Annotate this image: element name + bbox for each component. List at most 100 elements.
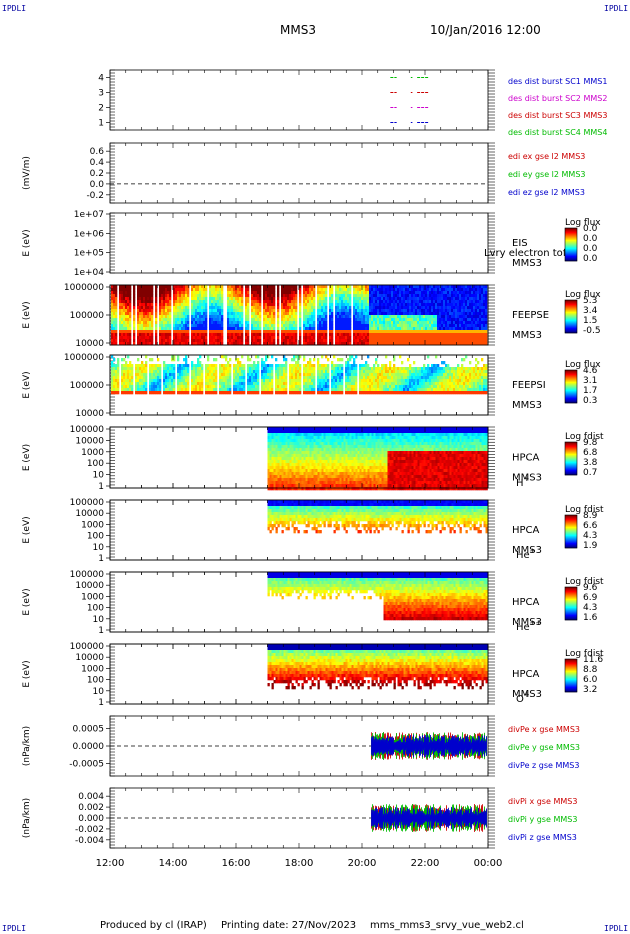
spectrogram-bin (337, 291, 340, 295)
y-tick-label: 0.0 (90, 180, 105, 190)
spectrogram-bin (111, 391, 114, 395)
spectrogram-bin (347, 303, 350, 307)
spectrogram-bin (233, 324, 236, 328)
spectrogram-bin (289, 373, 292, 377)
spectrogram-bin (385, 315, 388, 319)
spectrogram-bin (195, 321, 198, 325)
spectrogram-bin (185, 312, 188, 316)
spectrogram-bin (239, 309, 242, 313)
spectrogram-bin (201, 312, 204, 316)
spectrogram-bin (479, 288, 482, 292)
spectrogram-bin (457, 318, 460, 322)
spectrogram-bin (271, 391, 274, 395)
spectrogram-bin (473, 288, 476, 292)
spectrogram-bin (129, 303, 132, 307)
spectrogram-bin (237, 361, 240, 365)
spectrogram-bin (457, 294, 460, 298)
y-tick-label: 100000 (70, 311, 105, 321)
spectrogram-bin (177, 327, 180, 331)
spectrogram-bin (325, 330, 328, 334)
spectrogram-bin (329, 324, 332, 328)
spectrogram-bin (431, 303, 434, 307)
spectrogram-bin (391, 312, 394, 316)
spectrogram-bin (149, 379, 152, 383)
spectrogram-bin (131, 376, 134, 380)
spectrogram-bin (231, 342, 234, 346)
spectrogram-bin (179, 339, 182, 343)
spectrogram-bin (171, 367, 174, 371)
spectrogram-bin (455, 288, 458, 292)
spectrogram-bin (455, 303, 458, 307)
spectrogram-bin (459, 324, 462, 328)
spectrogram-bin (371, 312, 374, 316)
spectrogram-bin (111, 364, 114, 368)
spectrogram-bin (287, 342, 290, 346)
spectrogram-bin (449, 315, 452, 319)
spectrogram-bin (479, 342, 482, 346)
spectrogram-bin (253, 306, 256, 310)
spectrogram-bin (113, 370, 116, 374)
spectrogram-bin (321, 339, 324, 343)
spectrogram-bin (373, 288, 376, 292)
spectrogram-bin (143, 336, 146, 340)
spectrogram-bin (479, 324, 482, 328)
spectrogram-bin (273, 336, 276, 340)
spectrogram-bin (325, 318, 328, 322)
spectrogram-bin (233, 364, 236, 368)
spectrogram-bin (193, 385, 196, 389)
spectrogram-bin (443, 330, 446, 334)
spectrogram-bin (281, 379, 284, 383)
spectrogram-bin (417, 342, 420, 346)
spectrogram-bin (467, 312, 470, 316)
spectrogram-bin (113, 376, 116, 380)
spectrogram-bin (451, 321, 454, 325)
spectrogram-bin (347, 312, 350, 316)
spectrogram-bin (393, 288, 396, 292)
colorbar-step (565, 238, 577, 240)
spectrogram-bin (159, 385, 162, 389)
spectrogram-bin (289, 333, 292, 337)
spectrogram-bin (129, 333, 132, 337)
spectrogram-bin (123, 318, 126, 322)
spectrogram-bin (141, 294, 144, 298)
spectrogram-bin (311, 330, 314, 334)
spectrogram-bin (453, 318, 456, 322)
spectrogram-bin (213, 291, 216, 295)
spectrogram-bin (295, 339, 298, 343)
spectrogram-bin (423, 330, 426, 334)
spectrogram-bin (179, 300, 182, 304)
spectrogram-bin (115, 367, 118, 371)
spectrogram-bin (375, 324, 378, 328)
spectrogram-bin (345, 321, 348, 325)
spectrogram-bin (211, 339, 214, 343)
spectrogram-bin (273, 339, 276, 343)
spectrogram-bin (411, 321, 414, 325)
spectrogram-bin (391, 339, 394, 343)
spectrogram-bin (227, 391, 230, 395)
spectrogram-bin (303, 355, 306, 359)
spectrogram-bin (187, 336, 190, 340)
spectrogram-bin (119, 333, 122, 337)
spectrogram-bin (181, 339, 184, 343)
spectrogram-bin (211, 324, 214, 328)
spectrogram-bin (373, 321, 376, 325)
spectrogram-bin (421, 327, 424, 331)
spectrogram-bin (237, 309, 240, 313)
spectrogram-bin (231, 309, 234, 313)
spectrogram-bin (203, 303, 206, 307)
spectrogram-bin (181, 309, 184, 313)
spectrogram-bin (259, 312, 262, 316)
spectrogram-bin (299, 330, 302, 334)
spectrogram-bin (395, 321, 398, 325)
spectrogram-bin (317, 315, 320, 319)
spectrogram-bin (151, 370, 154, 374)
spectrogram-bin (421, 324, 424, 328)
spectrogram-bin (153, 370, 156, 374)
y-tick-label: 0.4 (90, 158, 105, 168)
spectrogram-bin (151, 309, 154, 313)
spectrogram-bin (257, 291, 260, 295)
spectrogram-bin (305, 306, 308, 310)
spectrogram-bin (435, 327, 438, 331)
spectrogram-bin (291, 312, 294, 316)
spectrogram-bin (373, 315, 376, 319)
